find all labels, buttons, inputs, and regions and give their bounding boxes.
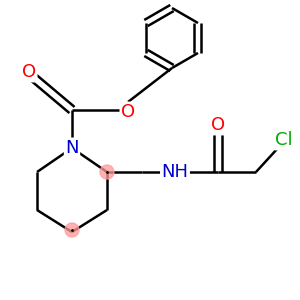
Text: O: O bbox=[121, 103, 135, 121]
Circle shape bbox=[65, 223, 79, 237]
Text: O: O bbox=[22, 63, 36, 81]
Text: NH: NH bbox=[161, 163, 188, 181]
Text: O: O bbox=[211, 116, 225, 134]
Text: N: N bbox=[65, 139, 79, 157]
Text: Cl: Cl bbox=[275, 131, 293, 149]
Circle shape bbox=[100, 165, 114, 179]
